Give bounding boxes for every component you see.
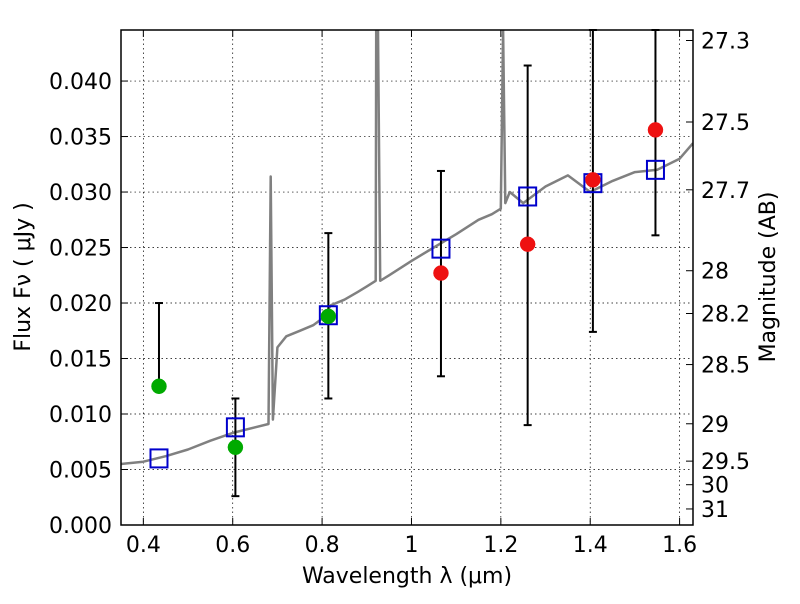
model-square-marker (431, 238, 451, 259)
y-tick-label: 0.000 (49, 514, 112, 539)
green-data-point (227, 439, 244, 456)
mag-tick-label: 28 (701, 260, 729, 285)
y-tick-label: 0.040 (49, 70, 112, 95)
green-data-point (320, 308, 337, 325)
y2-axis-label: Magnitude (AB) (756, 192, 781, 363)
mag-tick-label: 29.5 (701, 450, 750, 475)
mag-tick-label: 27.3 (701, 29, 750, 54)
mag-tick-label: 27.5 (701, 111, 750, 136)
tick-layer: 0.4 0.6 0.8 1 1.2 1.4 1.6 0.000 0.005 0.010 0.015 0… (49, 29, 750, 558)
y-axis-label: Flux Fν ( μJy ) (11, 202, 36, 351)
red-data-point (647, 122, 664, 138)
x-tick-label: 0.6 (215, 533, 250, 558)
mag-tick-label: 28.2 (701, 303, 750, 328)
model-square-marker (149, 448, 169, 469)
plot-frame (120, 29, 694, 526)
mag-tick-label: 28.5 (701, 354, 750, 379)
y-tick-label: 0.015 (49, 348, 112, 373)
x-tick-label: 0.8 (305, 533, 340, 558)
model-square-marker (645, 159, 665, 180)
mag-tick-label: 29 (701, 413, 729, 438)
mag-tick-label: 31 (701, 498, 729, 523)
grid-layer (121, 30, 693, 526)
x-tick-label: 1.2 (483, 533, 518, 558)
x-tick-label: 1.4 (573, 533, 608, 558)
y-tick-label: 0.020 (49, 292, 112, 317)
red-data-point (433, 265, 449, 281)
mag-tick-label: 30 (701, 474, 729, 499)
x-tick-label: 1.6 (662, 533, 697, 558)
y-tick-label: 0.030 (49, 181, 112, 206)
green-data-point (151, 378, 167, 395)
x-tick-label: 1 (404, 533, 418, 558)
y-tick-label: 0.010 (49, 403, 112, 428)
spectrum-line (121, 30, 693, 466)
model-square-marker (225, 417, 245, 438)
red-data-point (519, 236, 536, 252)
y-tick-label: 0.005 (49, 459, 112, 484)
x-tick-label: 0.4 (126, 533, 161, 558)
model-square-marker (518, 186, 538, 207)
mag-tick-label: 27.7 (701, 179, 750, 204)
model-square-marker (318, 305, 338, 326)
plot-layer (121, 29, 693, 498)
x-axis-label: Wavelength λ (μm) (302, 564, 512, 589)
red-data-point (585, 172, 601, 188)
y-tick-label: 0.025 (49, 237, 112, 262)
y-tick-label: 0.035 (49, 126, 112, 151)
